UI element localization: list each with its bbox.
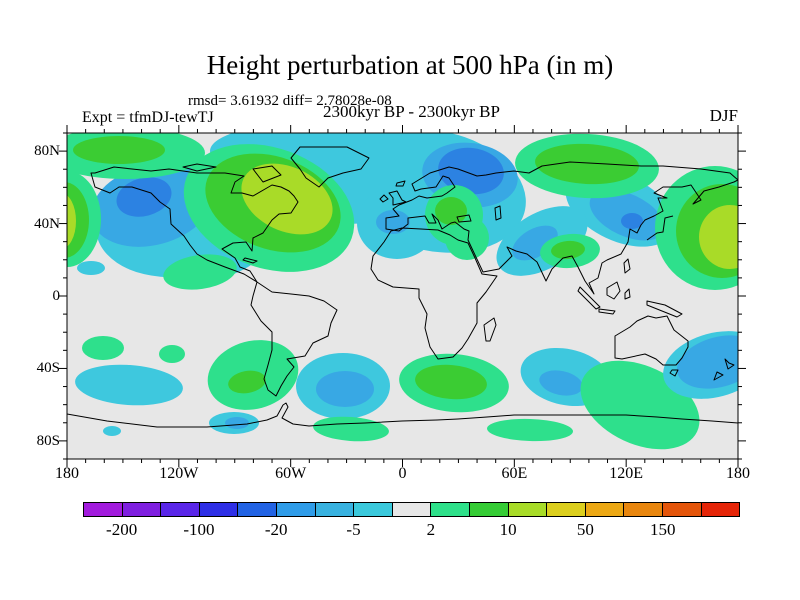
colorbar-segment-1 xyxy=(122,503,162,516)
contour-region-wpacific-cyan-dot xyxy=(77,261,105,275)
x-tick-label-6-180: 180 xyxy=(726,465,750,482)
contour-region-ukraine-green xyxy=(435,197,467,225)
colorbar-label-10: 10 xyxy=(499,520,517,539)
colorbar-segment-16 xyxy=(701,503,740,516)
contour-region-swindian-green xyxy=(415,364,487,400)
contour-region-india-green xyxy=(551,240,585,260)
x-tick-label-1-120W: 120W xyxy=(159,465,199,482)
colorbar-label--100: -100 xyxy=(183,520,215,539)
colorbar-segment-3 xyxy=(199,503,239,516)
colorbar-label--200: -200 xyxy=(106,520,138,539)
map-frame xyxy=(66,132,739,460)
axis-ticks xyxy=(59,125,746,467)
contour-region-dateline-west-ygreen xyxy=(67,195,76,247)
contour-region-camerica-spring xyxy=(163,254,237,290)
experiment-label: Expt = tfmDJ-tewTJ xyxy=(82,109,214,126)
colorbar-label-2: 2 xyxy=(426,520,436,539)
period-annotation: 2300kyr BP - 2300kyr BP xyxy=(323,102,500,121)
x-tick-label-5-120E: 120E xyxy=(609,465,644,482)
contour-region-nwpacific-ygreen xyxy=(699,205,738,269)
colorbar-label-150: 150 xyxy=(649,520,676,539)
contour-region-topleft-green xyxy=(73,136,165,164)
colorbar-segment-15 xyxy=(662,503,702,516)
plot-title: Height perturbation at 500 hPa (in m) xyxy=(206,50,614,80)
colorbar-segment-11 xyxy=(508,503,548,516)
colorbar-label-50: 50 xyxy=(576,520,594,539)
colorbar-segment-6 xyxy=(315,503,355,516)
colorbar-segment-13 xyxy=(585,503,625,516)
colorbar-segment-2 xyxy=(161,503,200,516)
contour-region-chile-green xyxy=(228,370,266,394)
colorbar-label--5: -5 xyxy=(346,520,361,539)
contour-region-sepacific-spring-2 xyxy=(159,345,185,363)
colorbar-segment-0 xyxy=(84,503,123,516)
x-tick-label-0-180: 180 xyxy=(55,465,79,482)
x-tick-label-4-60E: 60E xyxy=(501,465,528,482)
colorbar-segment-5 xyxy=(276,503,316,516)
colorbar-segment-10 xyxy=(469,503,509,516)
contour-region-satlantic-blue xyxy=(316,371,374,407)
x-tick-label-2-60W: 60W xyxy=(275,465,307,482)
colorbar-segment-12 xyxy=(547,503,586,516)
y-tick-label-80S: 80S xyxy=(36,432,60,449)
x-tick-label-3-0: 0 xyxy=(398,465,407,482)
contour-region-antpeninsula-blue xyxy=(225,417,249,429)
map-svg xyxy=(59,125,746,467)
colorbar-segment-4 xyxy=(238,503,277,516)
y-tick-label-40S: 40S xyxy=(36,360,60,377)
contour-region-sepacific-spring-1 xyxy=(82,336,124,360)
contour-region-antarctic-coast-spring xyxy=(487,418,573,442)
colorbar-segment-7 xyxy=(354,503,393,516)
colorbar-segment-9 xyxy=(431,503,470,516)
y-tick-label-40N: 40N xyxy=(34,215,60,232)
contour-region-siberia-green xyxy=(535,143,639,185)
map-area xyxy=(57,123,748,469)
colorbar-segment-14 xyxy=(624,503,663,516)
contour-region-mideast-spring xyxy=(445,216,489,260)
contour-region-korea-blue-spot xyxy=(621,213,643,229)
contour-region-antarctic-cyan-dot xyxy=(103,426,121,436)
season-label: DJF xyxy=(709,106,738,125)
coastlines xyxy=(67,146,738,428)
contour-region-spacific-cyan-band xyxy=(75,364,183,406)
contour-region-tasman-blue xyxy=(676,335,738,389)
contour-region-natlantic-core-blue xyxy=(438,147,504,195)
colorbar-segment-8 xyxy=(392,503,432,516)
colorbar xyxy=(83,502,740,517)
contour-region-sindian-blue xyxy=(539,370,583,396)
colorbar-label--20: -20 xyxy=(264,520,288,539)
y-tick-label-80N: 80N xyxy=(34,143,60,160)
stats-annotation: rmsd= 3.61932 diff= 2.78028e-08 xyxy=(188,93,392,109)
y-tick-label-0: 0 xyxy=(52,288,61,304)
